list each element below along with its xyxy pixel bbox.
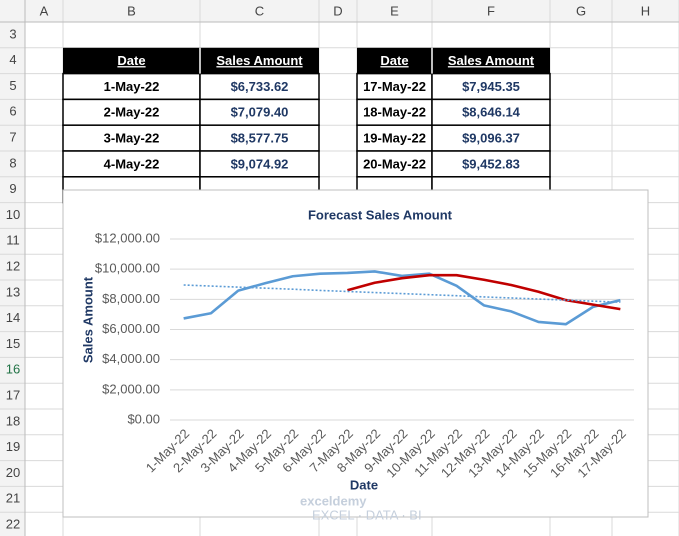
table-value: $9,096.37 [462, 131, 520, 146]
table-value: $9,074.92 [231, 156, 289, 171]
row-header: 22 [6, 517, 20, 532]
table-header-bg [357, 47, 550, 74]
row-header: 7 [9, 130, 16, 145]
series-line [183, 270, 621, 326]
row-header: 4 [9, 52, 16, 67]
table-value: 20-May-22 [363, 156, 426, 171]
chart-area [62, 189, 649, 518]
table-cell [62, 98, 201, 126]
table-cell [62, 72, 201, 101]
y-tick-label: $0.00 [127, 411, 160, 426]
column-header: D [333, 3, 342, 18]
table-header: Date [380, 53, 408, 68]
y-tick-label: $6,000.00 [102, 321, 160, 336]
column-header: G [576, 3, 586, 18]
table-value: 17-May-22 [363, 79, 426, 94]
column-header: A [40, 3, 49, 18]
row-header: 10 [6, 207, 20, 222]
table-value: $6,733.62 [231, 79, 289, 94]
watermark-tagline: EXCEL · DATA · BI [312, 507, 422, 522]
table-value: 2-May-22 [104, 105, 160, 120]
table-cell [62, 124, 201, 152]
table-value: 4-May-22 [104, 156, 160, 171]
table-cell [431, 98, 551, 126]
watermark-name: exceldemy [300, 493, 367, 508]
table-cell [199, 98, 320, 126]
row-header: 20 [6, 465, 20, 480]
chart: Forecast Sales Amount $0.00 $2,000.00 $4,00… [62, 189, 649, 522]
y-tick-label: $4,000.00 [102, 351, 160, 366]
row-header: 11 [6, 233, 20, 248]
row-header: 17 [6, 388, 20, 403]
y-axis-title: Sales Amount [80, 276, 95, 363]
column-header: C [255, 3, 264, 18]
table-value: 1-May-22 [104, 79, 160, 94]
table-value: $7,945.35 [462, 79, 520, 94]
row-header-bar [0, 0, 25, 536]
table-cell [431, 150, 551, 178]
row-header: 12 [6, 259, 20, 274]
row-header: 18 [6, 413, 20, 428]
table-value: $7,079.40 [231, 105, 289, 120]
row-header: 13 [6, 284, 20, 299]
table-value: $8,646.14 [462, 105, 521, 120]
table-header: Sales Amount [216, 53, 303, 68]
x-axis-title: Date [350, 477, 378, 492]
y-tick-label: $10,000.00 [95, 261, 160, 276]
column-header: E [390, 3, 399, 18]
row-header: 3 [9, 26, 16, 41]
table-value: 3-May-22 [104, 131, 160, 146]
table-cell [199, 72, 320, 101]
series-line [347, 273, 621, 311]
table-value: $8,577.75 [231, 131, 289, 146]
row-header: 8 [9, 155, 16, 170]
chart-title: Forecast Sales Amount [308, 207, 453, 222]
table-cell [431, 72, 551, 101]
table-cell [356, 98, 433, 126]
table-header-bg [63, 47, 319, 74]
row-header: 15 [6, 336, 20, 351]
table-value: $9,452.83 [462, 156, 520, 171]
column-header: H [641, 3, 650, 18]
column-header: F [487, 3, 495, 18]
y-tick-label: $8,000.00 [102, 291, 160, 306]
table-value: 18-May-22 [363, 105, 426, 120]
row-header: 16 [6, 362, 20, 377]
y-tick-label: $2,000.00 [102, 381, 160, 396]
table-cell [199, 124, 320, 152]
series-line [183, 284, 621, 303]
table-header: Sales Amount [448, 53, 535, 68]
table-value: 19-May-22 [363, 131, 426, 146]
table-header: Date [117, 53, 145, 68]
row-header: 19 [6, 439, 20, 454]
table-cell [356, 72, 433, 101]
column-header: B [127, 3, 136, 18]
row-header: 21 [6, 491, 20, 506]
row-header: 14 [6, 310, 20, 325]
row-header: 6 [9, 104, 16, 119]
column-header-bar [0, 0, 679, 22]
y-tick-label: $12,000.00 [95, 230, 160, 245]
table-cell [62, 150, 201, 178]
row-header: 9 [9, 181, 16, 196]
row-header: 5 [9, 78, 16, 93]
